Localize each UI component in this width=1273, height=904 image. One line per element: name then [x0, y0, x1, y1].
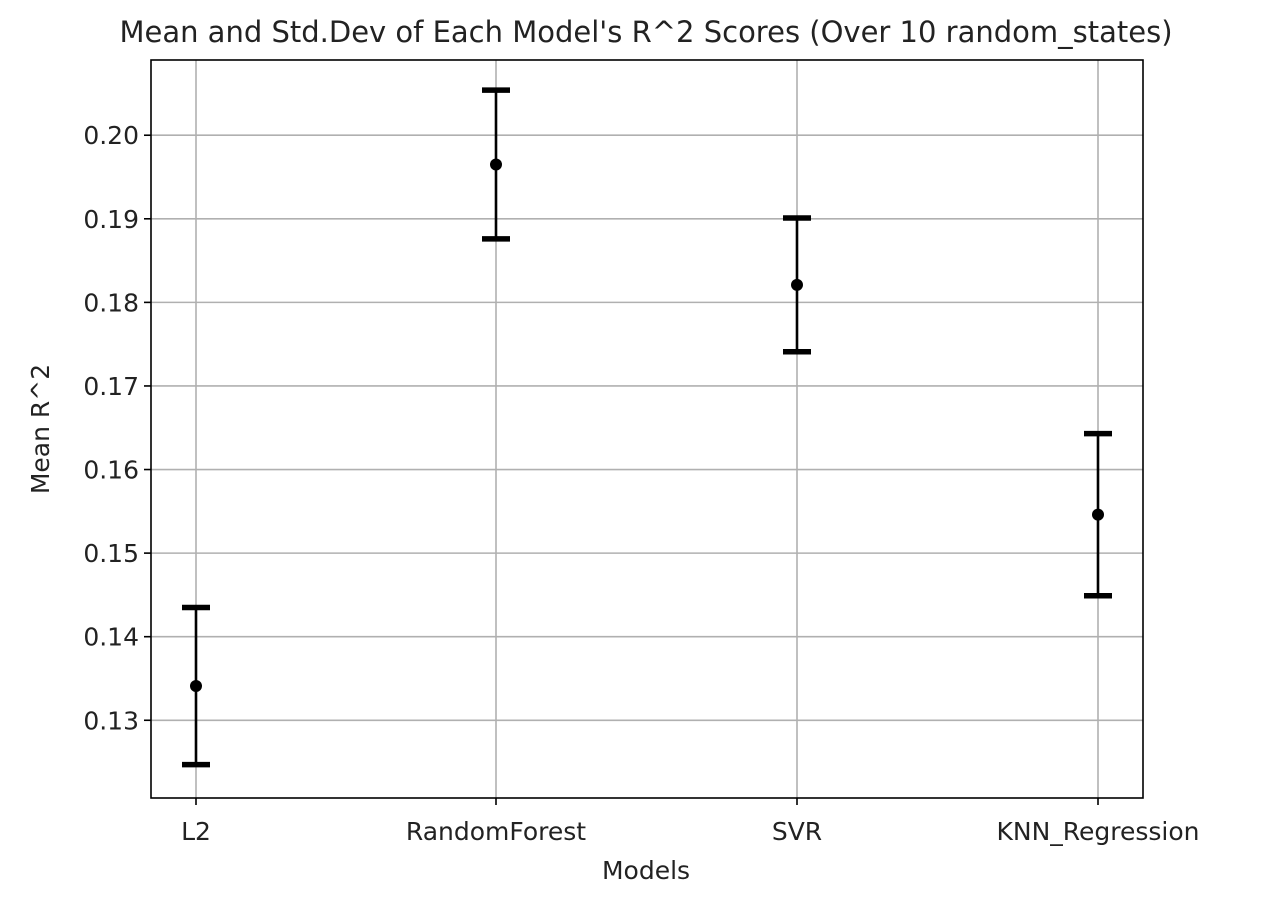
y-tick-label: 0.19: [83, 205, 139, 234]
ticks-layer: 0.13 0.14 0.15 0.16 0.17 0.18 0.19 0.20 L2 Random…: [83, 121, 1199, 846]
x-tick-label: SVR: [772, 817, 822, 846]
x-tick-label: L2: [181, 817, 211, 846]
marks-layer: [182, 87, 1112, 768]
chart-title: Mean and Std.Dev of Each Model's R^2 Sco…: [119, 15, 1172, 49]
y-tick-label: 0.14: [83, 623, 139, 652]
y-tick-label: 0.13: [83, 706, 139, 735]
y-axis-label: Mean R^2: [26, 364, 55, 494]
y-tick-label: 0.16: [83, 456, 139, 485]
x-tick-label: RandomForest: [406, 817, 586, 846]
y-tick-label: 0.17: [83, 372, 139, 401]
mean-point: [190, 680, 202, 693]
y-tick-label: 0.15: [83, 539, 139, 568]
grid-layer: [151, 60, 1143, 798]
x-tick-label: KNN_Regression: [996, 817, 1199, 846]
mean-point: [490, 158, 502, 171]
x-axis-label: Models: [602, 856, 690, 885]
y-tick-label: 0.20: [83, 121, 139, 150]
y-tick-label: 0.18: [83, 288, 139, 317]
mean-point: [1092, 508, 1104, 521]
plot-frame: [150, 59, 1144, 799]
mean-point: [791, 278, 803, 291]
